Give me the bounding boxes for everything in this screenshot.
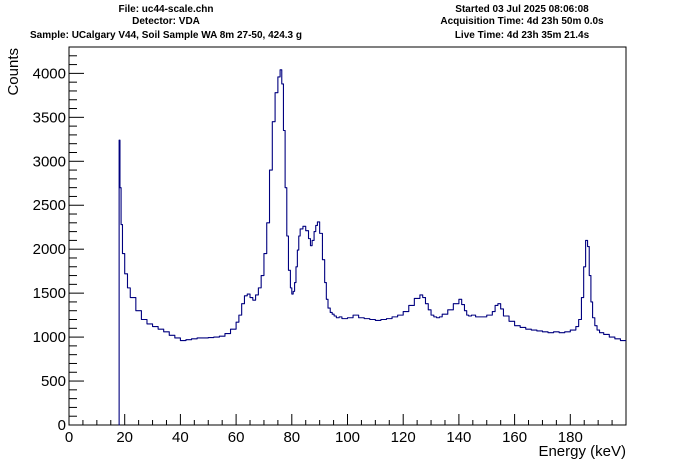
x-tick-label: 60 xyxy=(228,429,245,446)
x-tick-label: 100 xyxy=(335,429,360,446)
x-axis-title: Energy (keV) xyxy=(538,443,626,460)
y-tick-label: 2000 xyxy=(33,241,66,258)
x-tick-label: 0 xyxy=(65,429,73,446)
x-tick-label: 80 xyxy=(283,429,300,446)
header-file: File: uc44-scale.chn xyxy=(118,4,213,15)
y-tick-label: 3000 xyxy=(33,153,66,170)
y-tick-label: 4000 xyxy=(33,65,66,82)
x-tick-label: 180 xyxy=(558,429,583,446)
x-tick-label: 40 xyxy=(172,429,189,446)
y-tick-label: 0 xyxy=(58,417,66,434)
y-tick-label: 500 xyxy=(41,373,66,390)
header-acquisition-time: Acquisition Time: 4d 23h 50m 0.0s xyxy=(440,16,604,27)
plot-frame xyxy=(68,46,627,426)
header-sample: Sample: UCalgary V44, Soil Sample WA 8m … xyxy=(30,30,302,41)
header-started: Started 03 Jul 2025 08:06:08 xyxy=(455,4,589,15)
x-tick-label: 160 xyxy=(502,429,527,446)
x-tick-label: 120 xyxy=(391,429,416,446)
x-tick-label: 140 xyxy=(446,429,471,446)
axis-ticks: 0 20 40 60 80 100 120 140 160 180 0 500 1000 1500 2000… xyxy=(33,46,627,446)
x-tick-label: 20 xyxy=(116,429,133,446)
y-tick-label: 1500 xyxy=(33,285,66,302)
spectrum-line xyxy=(118,69,626,426)
y-tick-label: 3500 xyxy=(33,109,66,126)
y-axis-title: Counts xyxy=(5,48,22,96)
y-tick-label: 1000 xyxy=(33,329,66,346)
header-live-time: Live Time: 4d 23h 35m 21.4s xyxy=(455,30,590,41)
header-detector: Detector: VDA xyxy=(132,16,200,27)
y-tick-label: 2500 xyxy=(33,197,66,214)
